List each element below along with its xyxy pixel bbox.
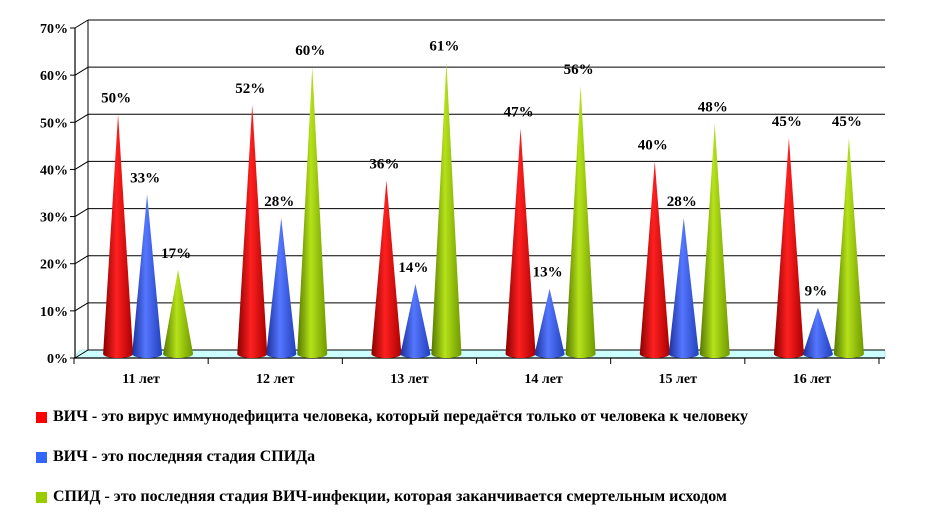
cone-bar bbox=[773, 137, 804, 358]
chart: 0% 10% 20% 30% 40% 50% 60% 70% 11 лет 12 лет 13 л… bbox=[40, 19, 886, 387]
cone-bar bbox=[237, 104, 268, 358]
legend-swatch-blue bbox=[36, 451, 47, 463]
cone-bar bbox=[371, 180, 402, 358]
cone-bar bbox=[802, 307, 833, 358]
x-tick-label: 14 лет bbox=[524, 372, 563, 387]
cone-bar bbox=[132, 194, 163, 358]
gridline-depth bbox=[74, 349, 89, 359]
gridline-depth bbox=[74, 161, 89, 170]
data-label: 56% bbox=[564, 62, 594, 78]
cone-bar bbox=[103, 114, 134, 358]
legend-label: ВИЧ - это последняя стадия СПИДа bbox=[53, 448, 316, 465]
legend-item-hiv-virus: ВИЧ - это вирус иммунодефицита человека,… bbox=[36, 405, 916, 429]
cone-bar bbox=[668, 218, 699, 358]
data-label: 9% bbox=[805, 284, 828, 300]
x-tick-label: 12 лет bbox=[256, 372, 295, 387]
gridline-depth bbox=[74, 113, 89, 123]
x-axis: 11 лет 12 лет 13 лет 14 лет 15 лет 16 лет bbox=[73, 357, 885, 387]
x-tick-label: 11 лет bbox=[122, 372, 160, 387]
chart-cones bbox=[103, 62, 864, 359]
data-label: 48% bbox=[698, 100, 728, 116]
y-tick-label: 30% bbox=[40, 211, 68, 226]
gridline-depth bbox=[74, 19, 89, 29]
data-label: 61% bbox=[429, 38, 459, 54]
y-axis: 0% 10% 20% 30% 40% 50% 60% 70% bbox=[40, 22, 76, 367]
cone-bar bbox=[639, 161, 670, 358]
data-label: 17% bbox=[161, 246, 191, 262]
chart-grid bbox=[74, 19, 885, 359]
cone-bar bbox=[297, 67, 328, 359]
floor-plane bbox=[73, 349, 886, 359]
cone-bar bbox=[400, 284, 431, 358]
data-label: 50% bbox=[101, 90, 131, 106]
data-label: 13% bbox=[533, 265, 563, 281]
cone-bar bbox=[431, 62, 462, 359]
legend-swatch-red bbox=[36, 411, 47, 423]
gridline-depth bbox=[74, 255, 89, 265]
chart-floor bbox=[73, 349, 886, 359]
gridline-depth bbox=[74, 66, 89, 76]
x-tick-label: 16 лет bbox=[793, 372, 832, 387]
data-label: 52% bbox=[235, 81, 265, 97]
data-label: 36% bbox=[369, 156, 399, 172]
y-tick-label: 10% bbox=[40, 305, 68, 320]
legend-label: ВИЧ - это вирус иммунодефицита человека,… bbox=[53, 408, 749, 425]
cone-bar bbox=[534, 288, 565, 358]
legend-swatch-green bbox=[36, 491, 47, 503]
data-label: 47% bbox=[504, 104, 534, 120]
legend-item-aids-last-stage: СПИД - это последняя стадия ВИЧ-инфекции… bbox=[36, 485, 916, 509]
x-tick-label: 15 лет bbox=[659, 372, 698, 387]
data-label: 33% bbox=[130, 170, 160, 186]
cone-bar bbox=[565, 86, 596, 358]
data-label: 60% bbox=[295, 43, 325, 59]
data-label: 40% bbox=[638, 137, 668, 153]
data-label: 45% bbox=[832, 114, 862, 130]
y-tick-label: 50% bbox=[40, 116, 68, 131]
legend: ВИЧ - это вирус иммунодефицита человека,… bbox=[36, 405, 916, 525]
cone-bar bbox=[833, 137, 864, 358]
data-label: 28% bbox=[667, 194, 697, 210]
y-tick-label: 60% bbox=[40, 69, 68, 84]
data-label: 45% bbox=[772, 114, 802, 130]
data-label: 14% bbox=[398, 260, 428, 276]
data-label: 28% bbox=[264, 194, 294, 210]
chart-data-labels: 50% 33% 17% 52% 28% 60% 36% 14% 61% 47% 13% 56% 40% 2… bbox=[101, 38, 862, 299]
legend-item-hiv-last-stage: ВИЧ - это последняя стадия СПИДа bbox=[36, 445, 916, 469]
y-tick-label: 0% bbox=[47, 352, 68, 367]
cone-bar bbox=[505, 128, 536, 358]
legend-label: СПИД - это последняя стадия ВИЧ-инфекции… bbox=[53, 488, 727, 505]
cone-bar bbox=[699, 123, 730, 358]
x-tick-label: 13 лет bbox=[390, 372, 429, 387]
gridline-depth bbox=[74, 208, 89, 217]
y-tick-label: 40% bbox=[40, 163, 68, 178]
cone-bar bbox=[163, 269, 194, 358]
y-tick-label: 20% bbox=[40, 258, 68, 273]
gridline-depth bbox=[74, 302, 89, 312]
cone-bar bbox=[266, 218, 297, 358]
y-tick-label: 70% bbox=[40, 22, 68, 37]
